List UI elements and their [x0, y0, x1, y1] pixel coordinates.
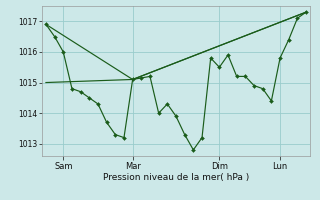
X-axis label: Pression niveau de la mer( hPa ): Pression niveau de la mer( hPa ) [103, 173, 249, 182]
